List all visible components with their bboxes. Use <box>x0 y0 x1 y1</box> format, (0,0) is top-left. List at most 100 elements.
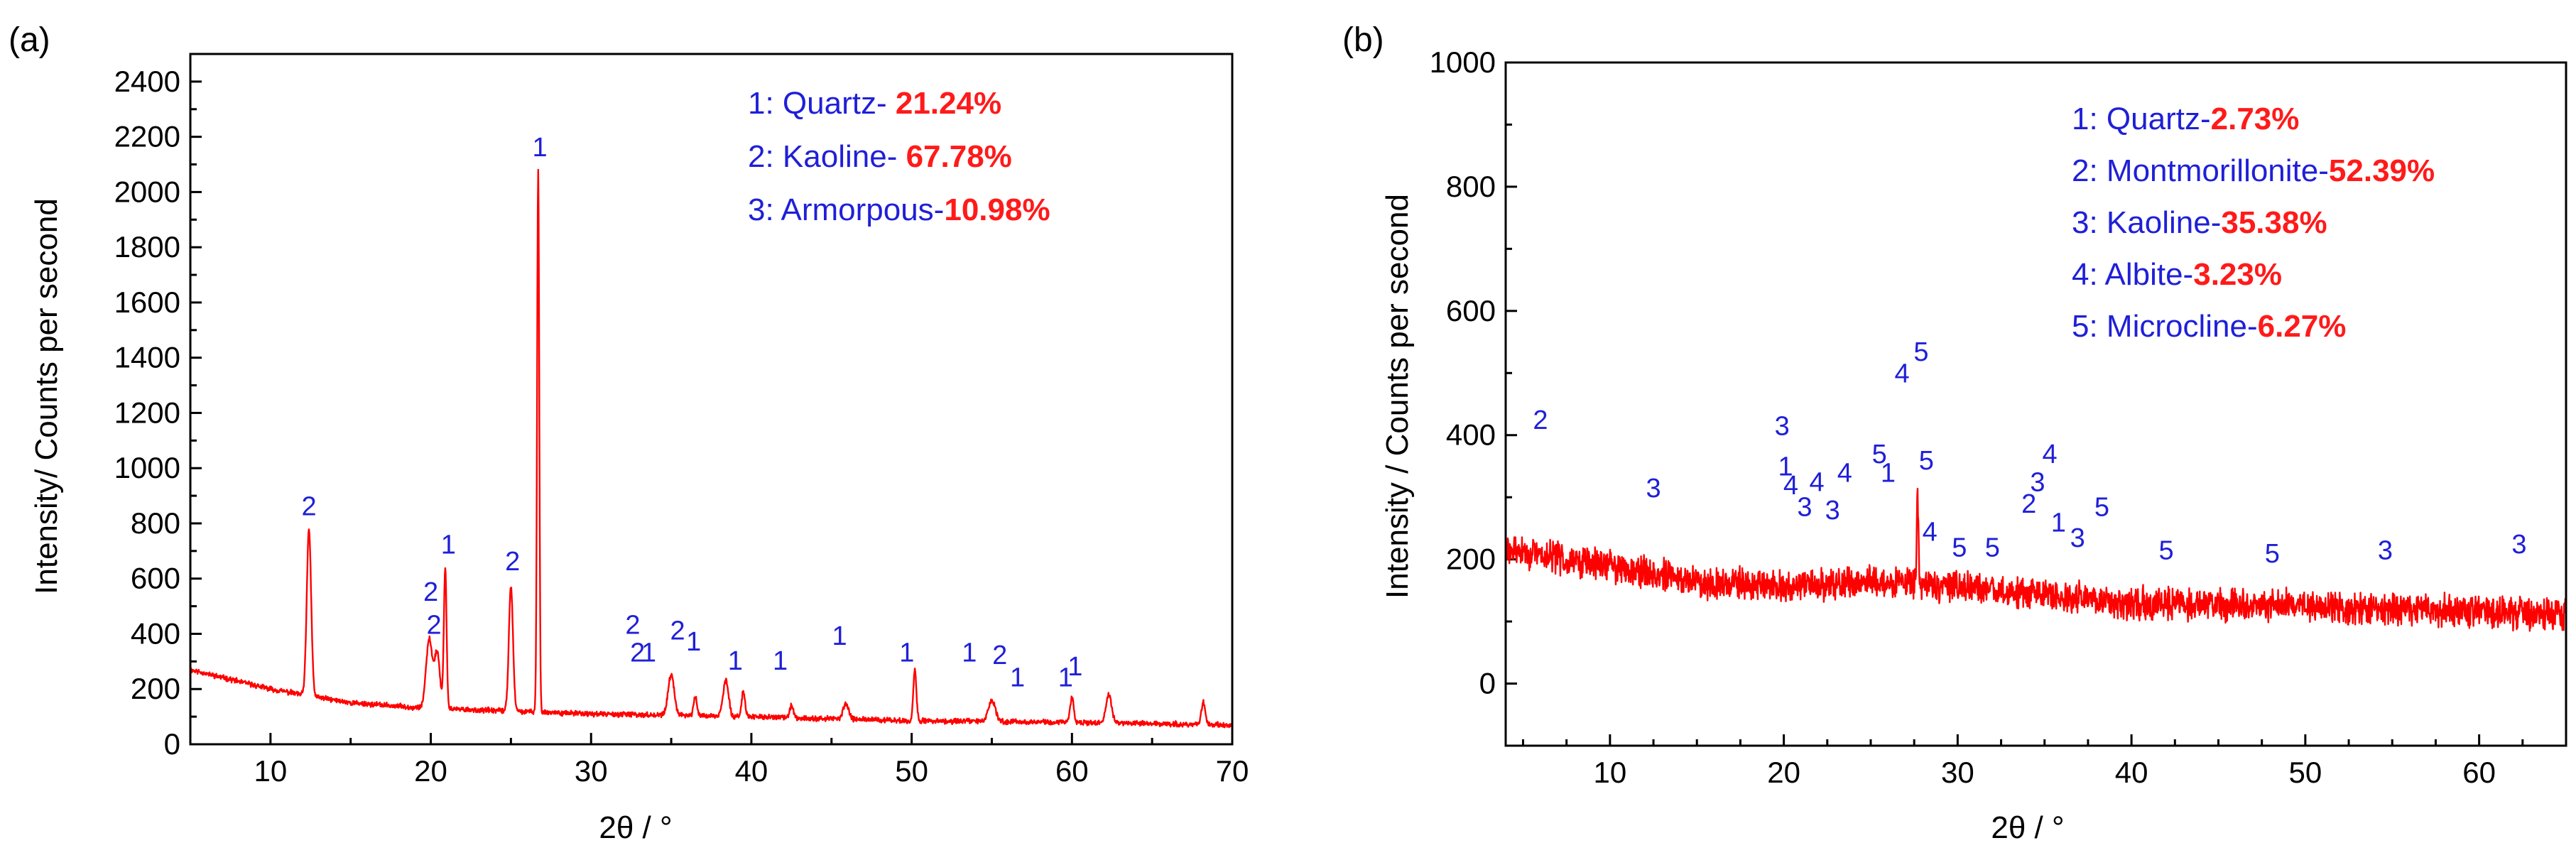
x-tick-label: 60 <box>1055 754 1089 788</box>
legend-b-pct-1: 2.73% <box>2211 102 2300 136</box>
y-tick-label: 600 <box>1446 294 1496 327</box>
peak-label: 5 <box>1952 533 1967 562</box>
legend-b-name-2: 2: Montmorillonite- <box>2072 153 2329 188</box>
x-tick-label: 20 <box>414 754 447 788</box>
x-tick-label: 40 <box>735 754 768 788</box>
x-tick-label: 50 <box>2289 756 2322 789</box>
peak-label: 4 <box>1783 471 1798 501</box>
y-tick-label: 2200 <box>114 120 180 153</box>
peak-label: 2 <box>625 610 640 640</box>
peak-label: 1 <box>1067 652 1082 682</box>
peak-label: 1 <box>962 638 977 668</box>
peak-label: 2 <box>992 641 1007 670</box>
panel-b-legend-item-2: 2: Montmorillonite-52.39% <box>2072 153 2435 188</box>
legend-a-pct-3: 10.98% <box>944 192 1050 227</box>
legend-b-name-4: 4: Albite- <box>2072 257 2193 292</box>
peak-label: 2 <box>423 577 438 607</box>
y-tick-label: 400 <box>1446 418 1496 452</box>
peak-label: 1 <box>773 646 788 676</box>
peak-label: 1 <box>1881 458 1896 488</box>
peak-label: 5 <box>1919 446 1934 476</box>
x-tick-label: 10 <box>254 754 287 788</box>
y-tick-label: 600 <box>131 562 180 595</box>
peak-label: 1 <box>641 638 656 668</box>
legend-b-pct-4: 3.23% <box>2193 257 2282 292</box>
peak-label: 2 <box>426 610 441 640</box>
legend-a-name-3: 3: Armorpous- <box>748 192 944 227</box>
peak-label: 1 <box>1010 663 1025 692</box>
chart-panel-a: (a) Intensity/ Counts per second 2θ / ° … <box>9 21 1249 845</box>
panel-a-x-axis-title: 2θ / ° <box>599 810 672 845</box>
peak-label: 4 <box>2043 440 2058 469</box>
y-tick-label: 800 <box>1446 170 1496 203</box>
peak-label: 2 <box>301 491 316 521</box>
panel-b-x-axis-title: 2θ / ° <box>1991 810 2064 845</box>
legend-a-pct-2: 67.78% <box>906 139 1012 174</box>
legend-b-pct-5: 6.27% <box>2258 309 2347 344</box>
peak-label: 3 <box>2378 536 2393 566</box>
peak-label: 1 <box>2051 508 2066 538</box>
peak-label: 2 <box>2021 489 2036 519</box>
y-tick-label: 2400 <box>114 65 180 98</box>
x-tick-label: 60 <box>2462 756 2496 789</box>
x-tick-label: 70 <box>1216 754 1249 788</box>
peak-label: 3 <box>1646 474 1661 504</box>
peak-label: 1 <box>1058 663 1073 692</box>
panel-a-ticks: 10 20 30 40 50 60 70 0 200 400 600 800 1000 1200 1400 1… <box>114 65 1249 788</box>
peak-label: 2 <box>630 638 645 668</box>
panel-a-xrd-trace <box>190 168 1234 729</box>
panel-b-label: (b) <box>1342 21 1384 59</box>
peak-label: 3 <box>1797 492 1812 522</box>
peak-label: 5 <box>2265 539 2280 569</box>
y-tick-label: 2000 <box>114 175 180 208</box>
panel-b-legend-item-4: 4: Albite-3.23% <box>2072 257 2282 292</box>
panel-a-legend-item-2: 2: Kaoline- 67.78% <box>748 139 1012 174</box>
panel-b-xrd-trace <box>1504 487 2567 632</box>
panel-b-legend: 1: Quartz-2.73% 2: Montmorillonite-52.39… <box>2072 102 2435 344</box>
peak-label: 1 <box>532 133 547 163</box>
chart-panel-b: (b) Intensity / Counts per second 2θ / °… <box>1342 21 2567 845</box>
peak-label: 1 <box>686 627 701 657</box>
peak-label: 1 <box>1778 452 1793 482</box>
y-tick-label: 1400 <box>114 341 180 374</box>
peak-label: 3 <box>2070 523 2085 553</box>
panel-a-legend-item-1: 1: Quartz- 21.24% <box>748 86 1001 121</box>
panel-a-legend: 1: Quartz- 21.24% 2: Kaoline- 67.78% 3: … <box>748 86 1050 227</box>
peak-label: 3 <box>2030 467 2045 497</box>
peak-label: 4 <box>1894 359 1909 388</box>
peak-label: 5 <box>2094 492 2109 522</box>
legend-b-name-5: 5: Microcline- <box>2072 309 2258 344</box>
x-tick-label: 40 <box>2115 756 2148 789</box>
legend-a-name-2: 2: Kaoline- <box>748 139 906 174</box>
peak-label: 5 <box>1985 533 2000 562</box>
y-tick-label: 1800 <box>114 230 180 263</box>
y-tick-label: 1200 <box>114 396 180 429</box>
legend-b-name-1: 1: Quartz- <box>2072 102 2211 136</box>
panel-b-y-axis-title: Intensity / Counts per second <box>1380 194 1415 599</box>
panel-b-legend-item-3: 3: Kaoline-35.38% <box>2072 205 2327 240</box>
y-tick-label: 1000 <box>114 451 180 484</box>
y-tick-label: 0 <box>1479 667 1496 700</box>
panel-b-legend-item-5: 5: Microcline-6.27% <box>2072 309 2346 344</box>
y-tick-label: 200 <box>1446 543 1496 576</box>
x-tick-label: 20 <box>1767 756 1800 789</box>
peak-label: 3 <box>1825 496 1840 526</box>
panel-a-legend-item-3: 3: Armorpous-10.98% <box>748 192 1050 227</box>
y-tick-label: 0 <box>164 727 180 761</box>
peak-label: 5 <box>1872 440 1887 469</box>
x-tick-label: 50 <box>895 754 928 788</box>
peak-label: 4 <box>1923 517 1938 547</box>
legend-b-name-3: 3: Kaoline- <box>2072 205 2221 240</box>
peak-label: 2 <box>1533 406 1548 435</box>
peak-label: 5 <box>2158 536 2173 566</box>
peak-label: 1 <box>899 638 914 668</box>
legend-b-pct-2: 52.39% <box>2329 153 2435 188</box>
panel-b-plot-frame <box>1504 61 2567 747</box>
peak-label: 5 <box>1913 337 1928 367</box>
panel-b-legend-item-1: 1: Quartz-2.73% <box>2072 102 2299 136</box>
y-tick-label: 200 <box>131 672 180 705</box>
peak-label: 2 <box>505 547 520 577</box>
